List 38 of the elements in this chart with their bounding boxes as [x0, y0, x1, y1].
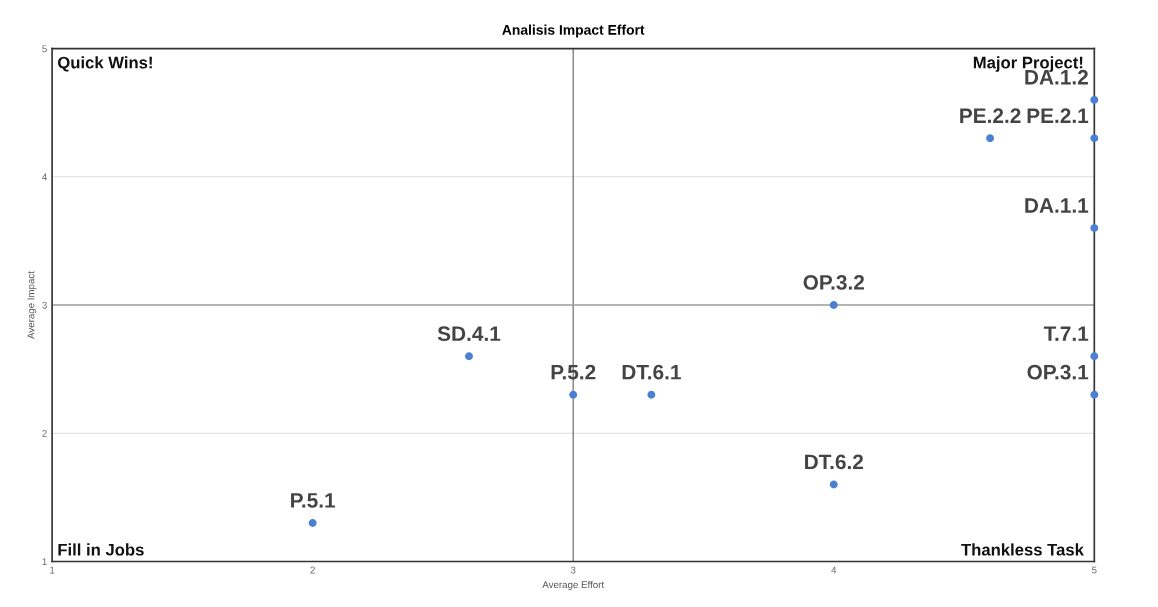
y-tick-label: 1 — [42, 558, 47, 565]
x-axis-title: Average Effort — [542, 580, 605, 591]
annotation: Thankless Task — [961, 543, 1084, 556]
data-label: SD.4.1 — [437, 326, 501, 342]
data-label: P.5.1 — [291, 493, 336, 508]
annotation: Fill in Jobs — [58, 543, 144, 556]
point — [829, 480, 838, 489]
data-label: PE.2.1 — [1027, 108, 1089, 123]
point — [986, 134, 995, 143]
x-tick-label: 4 — [831, 566, 837, 574]
point — [308, 519, 317, 527]
point — [1090, 390, 1099, 399]
data-label: OP.3.1 — [1027, 364, 1089, 380]
data-label: T.7.1 — [1043, 326, 1089, 341]
point — [829, 301, 838, 309]
y-axis-title: Average Impact — [27, 271, 37, 339]
x-tick-label: 3 — [570, 566, 576, 574]
x-tick-label: 5 — [1092, 566, 1097, 574]
point — [1090, 134, 1099, 143]
point — [465, 352, 473, 361]
y-tick-label: 4 — [42, 173, 47, 181]
data-label: DT.6.1 — [622, 364, 681, 380]
annotation: Quick Wins! — [58, 56, 152, 72]
data-label: PE.2.2 — [960, 108, 1021, 123]
point — [1090, 224, 1099, 233]
chart-title: Analisis Impact Effort — [502, 24, 645, 38]
point — [647, 390, 656, 399]
point — [569, 390, 578, 399]
point — [1090, 95, 1099, 104]
y-tick-label: 2 — [42, 429, 47, 437]
point — [1090, 352, 1099, 361]
x-tick-label: 2 — [310, 566, 315, 574]
y-tick-label: 5 — [42, 45, 47, 53]
y-tick-label: 3 — [42, 301, 47, 309]
data-label: DT.6.2 — [805, 454, 864, 470]
x-tick-label: 1 — [50, 566, 55, 574]
data-label: OP.3.2 — [803, 275, 865, 290]
data-label: DA.1.1 — [1025, 198, 1089, 213]
